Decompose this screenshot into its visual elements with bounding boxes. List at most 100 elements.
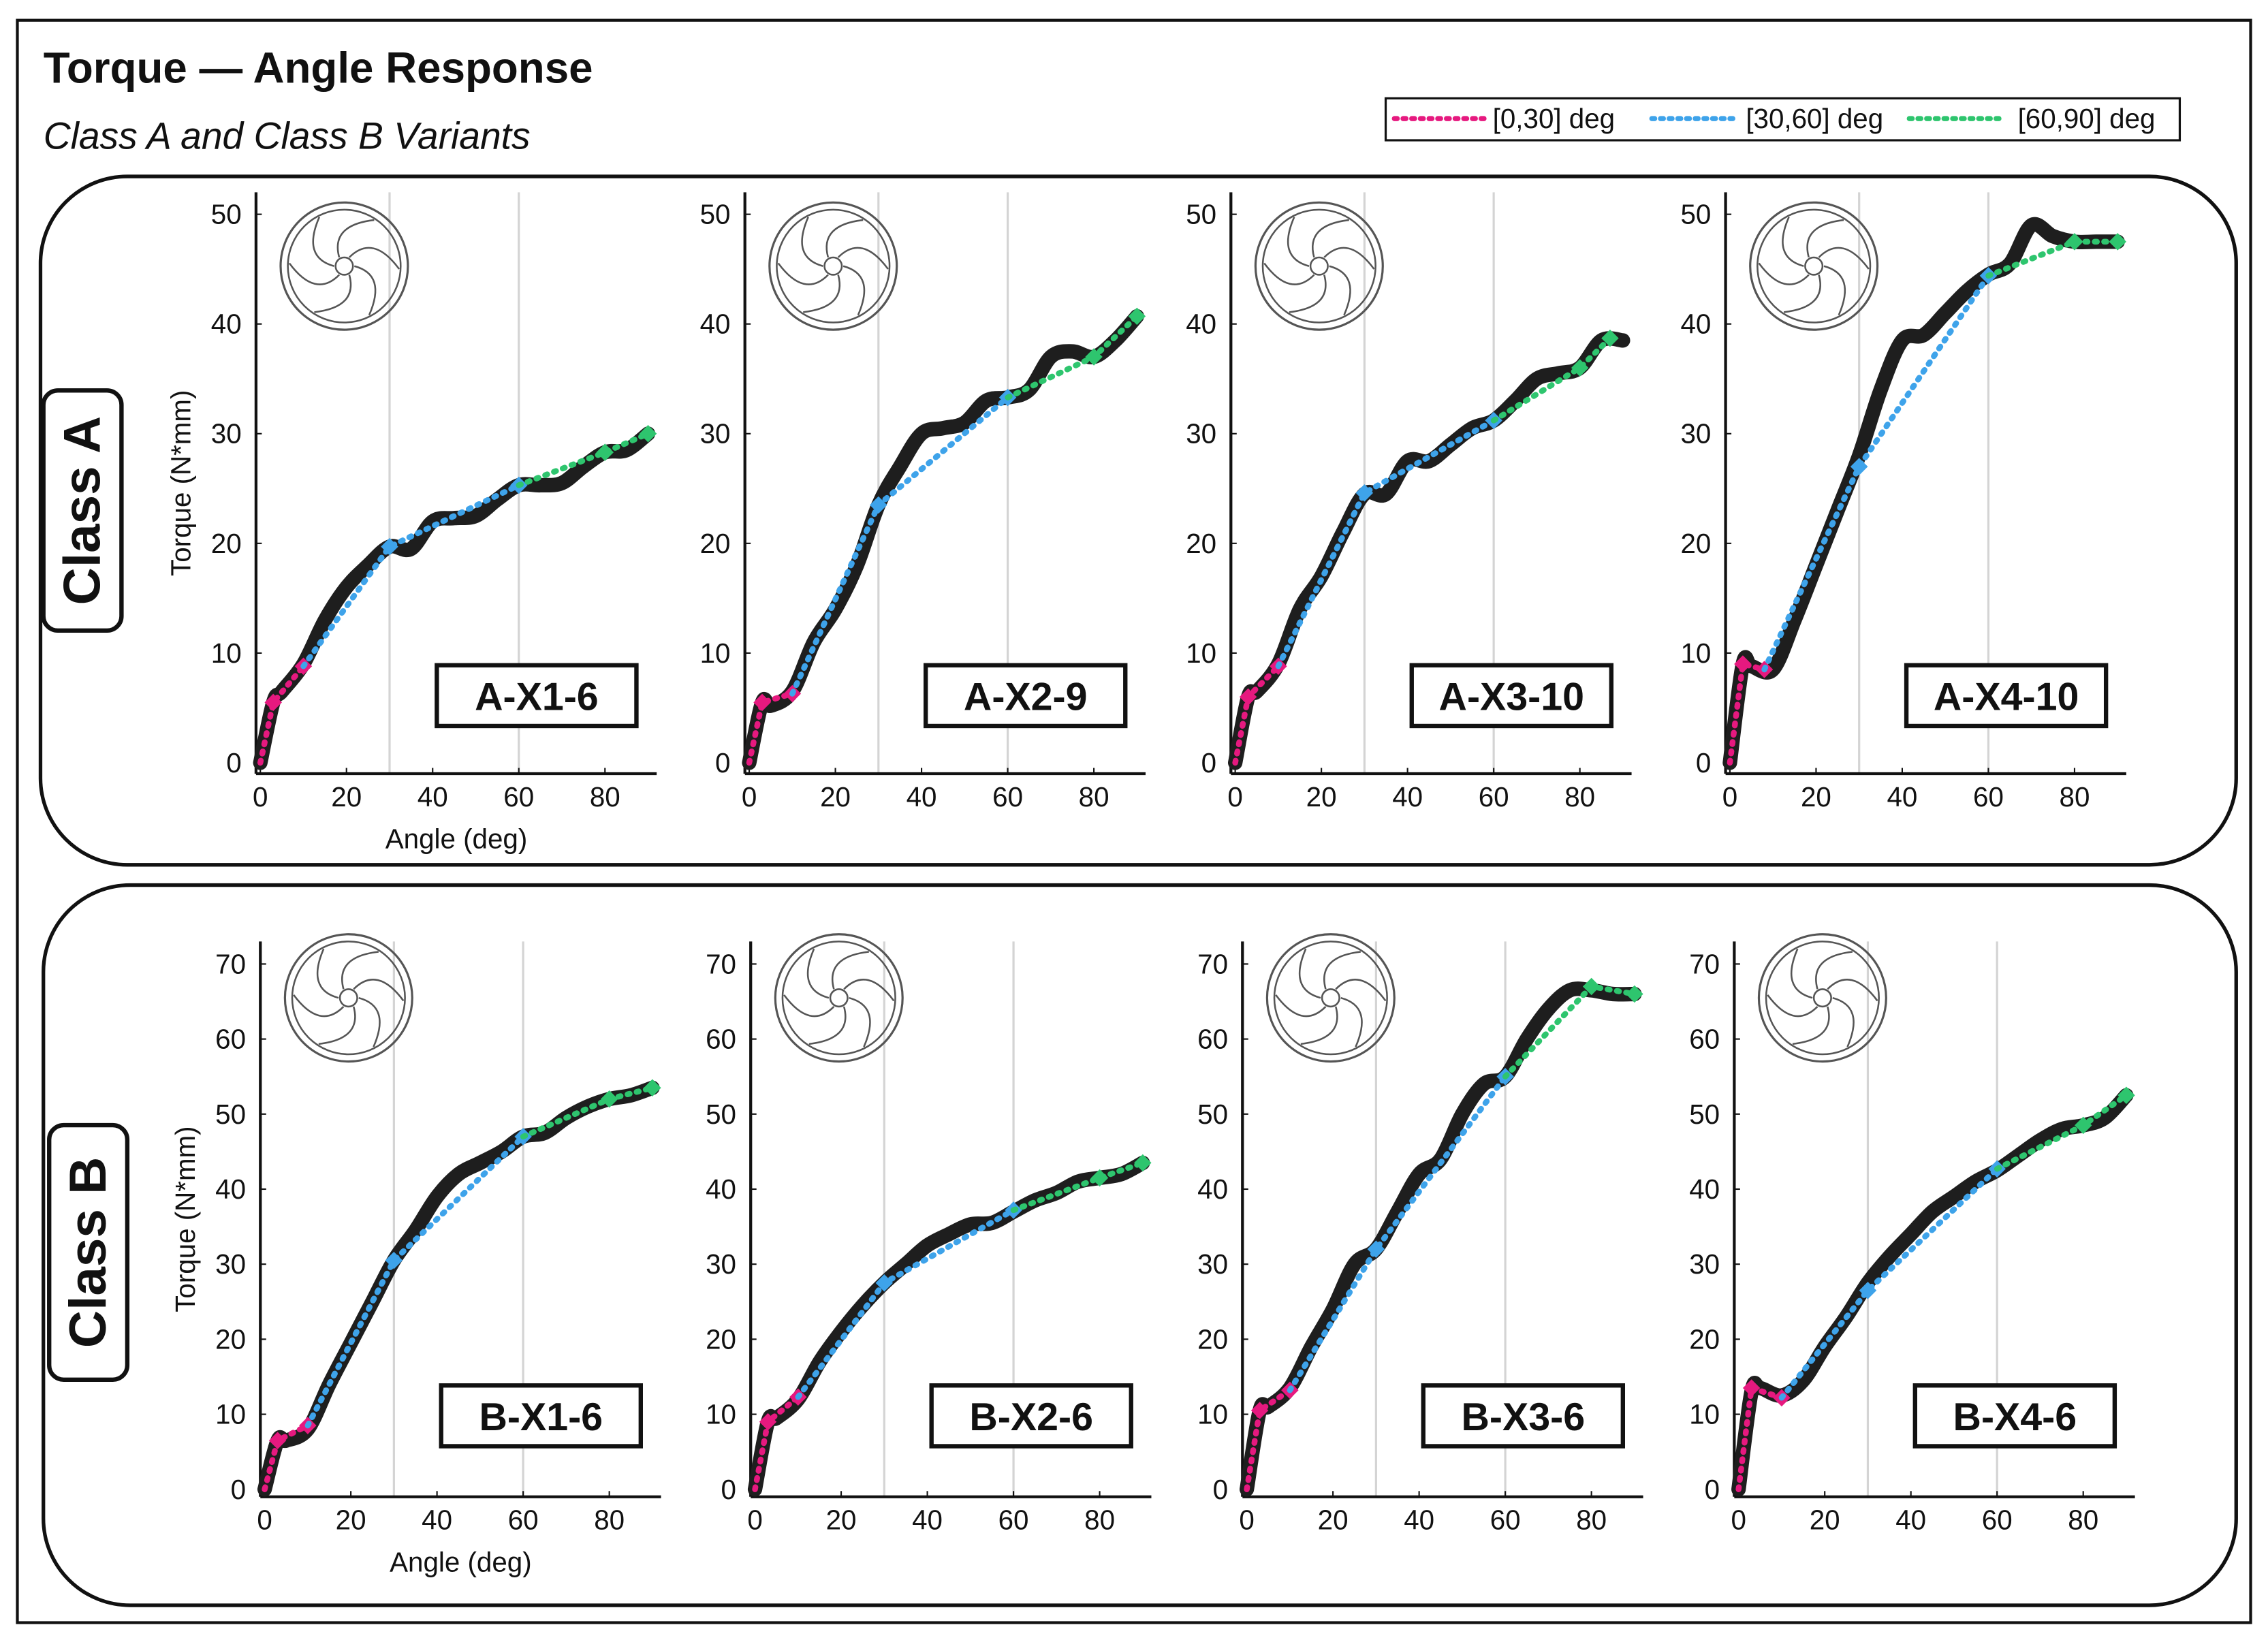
marker xyxy=(1085,348,1103,366)
y-tick-label: 40 xyxy=(1681,309,1712,340)
panel-label-box xyxy=(923,663,1128,729)
wheel-icon xyxy=(1804,256,1824,276)
wheel-icon xyxy=(348,247,400,270)
wheel-icon xyxy=(1782,217,1804,267)
wheel-icon xyxy=(801,217,823,267)
series-line xyxy=(1778,1165,2000,1401)
x-tick-label: 20 xyxy=(1810,1504,1840,1536)
y-tick-label: 70 xyxy=(1197,948,1228,979)
wheel-icon xyxy=(1818,247,1870,270)
marker xyxy=(2117,1086,2135,1105)
marker xyxy=(870,496,887,514)
row-label: Class A xyxy=(54,416,112,605)
x-tick-label: 60 xyxy=(998,1504,1029,1536)
panel-label: B-X1-6 xyxy=(479,1395,603,1439)
wheel-icon xyxy=(783,994,835,1018)
x-tick-label: 0 xyxy=(1722,781,1737,813)
y-tick-label: 30 xyxy=(211,418,242,450)
wheel-icon xyxy=(1827,979,1878,1002)
wheel-icon xyxy=(843,979,895,1002)
marker xyxy=(1734,655,1752,673)
x-tick-label: 80 xyxy=(1564,781,1595,813)
panel-label-box xyxy=(1912,1383,2117,1449)
x-tick-label: 20 xyxy=(820,781,851,813)
legend-label: [30,60] deg xyxy=(1746,103,1883,134)
x-tick-label: 60 xyxy=(1982,1504,2013,1536)
wheel-icon xyxy=(1832,996,1855,1047)
row-panel xyxy=(38,174,2238,867)
y-tick-label: 10 xyxy=(215,1399,246,1430)
y-tick-label: 40 xyxy=(1197,1173,1228,1205)
wheel-icon xyxy=(806,948,830,999)
x-tick-label: 80 xyxy=(1084,1504,1115,1536)
wheel-icon xyxy=(774,933,904,1063)
marker xyxy=(1367,1240,1385,1258)
wheel-icon xyxy=(849,996,871,1047)
y-tick-label: 50 xyxy=(700,199,731,230)
marker xyxy=(1850,458,1868,475)
marker xyxy=(1626,985,1643,1003)
wheel-icon xyxy=(1792,1006,1830,1045)
wheel-icon xyxy=(1329,265,1351,316)
y-tick-label: 50 xyxy=(215,1099,246,1130)
y-tick-label: 10 xyxy=(706,1399,736,1430)
y-tick-label: 10 xyxy=(1689,1399,1720,1430)
marker xyxy=(1582,977,1601,996)
y-tick-label: 70 xyxy=(706,948,736,979)
wheel-icon xyxy=(318,1006,356,1045)
y-tick-label: 50 xyxy=(1689,1099,1720,1130)
marker xyxy=(264,693,282,712)
panel-label: B-X2-6 xyxy=(969,1395,1093,1439)
series-line xyxy=(257,663,306,766)
marker xyxy=(1090,1169,1109,1187)
panel-label-box xyxy=(1904,663,2109,729)
legend-label: [60,90] deg xyxy=(2018,103,2156,134)
wheel-icon xyxy=(1287,217,1310,267)
y-axis-label: Torque (N*mm) xyxy=(165,390,196,576)
wheel-icon xyxy=(1321,988,1340,1008)
y-tick-label: 60 xyxy=(1689,1024,1720,1055)
wheel-icon xyxy=(341,951,379,990)
y-tick-label: 30 xyxy=(215,1248,246,1280)
wheel-icon xyxy=(288,262,340,285)
row-label-box xyxy=(41,388,124,633)
y-tick-label: 0 xyxy=(1705,1474,1720,1505)
x-axis-label: Angle (deg) xyxy=(390,1546,532,1577)
row-panel xyxy=(42,883,2238,1607)
marker xyxy=(1239,688,1257,706)
y-tick-label: 10 xyxy=(1186,637,1216,669)
x-tick-label: 20 xyxy=(336,1504,366,1536)
y-tick-label: 0 xyxy=(721,1474,736,1505)
wheel-icon xyxy=(1261,208,1376,324)
wheel-icon xyxy=(777,262,829,285)
wheel-icon xyxy=(1300,1006,1338,1045)
x-tick-label: 40 xyxy=(422,1504,452,1536)
figure-border xyxy=(16,18,2252,1624)
marker xyxy=(753,693,771,712)
wheel-icon xyxy=(837,247,889,270)
y-tick-label: 10 xyxy=(1681,637,1712,669)
wheel-icon xyxy=(1323,951,1361,990)
y-tick-label: 20 xyxy=(1197,1323,1228,1355)
panel-label: A-X2-9 xyxy=(964,676,1088,719)
panel-label-box xyxy=(1409,663,1614,729)
series-line xyxy=(789,394,1011,697)
wheel-icon xyxy=(1790,948,1813,999)
wheel-icon xyxy=(1254,201,1384,331)
marker xyxy=(2074,1116,2092,1135)
marker xyxy=(385,1251,403,1270)
wheel-icon xyxy=(334,256,354,276)
x-tick-label: 80 xyxy=(2068,1504,2098,1536)
marker xyxy=(600,1090,618,1108)
wheel-icon xyxy=(338,988,358,1008)
wheel-icon xyxy=(1323,247,1375,270)
panel-label: B-X3-6 xyxy=(1461,1395,1585,1439)
x-tick-label: 0 xyxy=(1227,781,1242,813)
y-tick-label: 10 xyxy=(700,637,731,669)
wheel-icon xyxy=(314,274,352,313)
x-tick-label: 40 xyxy=(1392,781,1423,813)
wheel-icon xyxy=(1757,208,1872,324)
marker xyxy=(1355,484,1374,502)
x-axis-label: Angle (deg) xyxy=(385,823,528,855)
wheel-icon xyxy=(831,951,869,990)
